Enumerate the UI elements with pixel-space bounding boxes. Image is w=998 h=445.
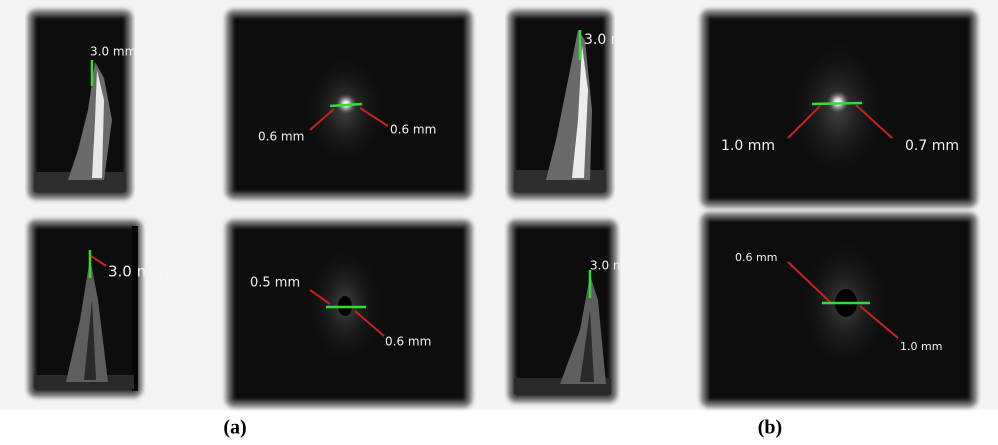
measure-label: 0.6 mm	[385, 335, 431, 349]
measure-label: 1.0 mm	[721, 138, 775, 154]
ct-image: 0.6 mm 1.0 mm	[703, 215, 975, 405]
measure-label: 0.6 mm	[390, 123, 436, 137]
measure-label: 0.7 mm	[905, 138, 959, 154]
measure-label: 0.6 mm	[735, 251, 777, 264]
measure-label: 1.0 mm	[900, 340, 942, 353]
measure-label: 0.5 mm	[250, 276, 300, 291]
measure-label: 3.0 mm	[590, 259, 636, 273]
measure-label: 3.0 mm	[108, 263, 166, 281]
ct-image: 0.6 mm 0.6 mm	[228, 12, 470, 197]
panel-caption: (a)	[223, 417, 246, 439]
ct-image: 3.0 mm	[30, 12, 136, 197]
ct-image: 3.0 mm	[510, 222, 636, 400]
figure: 3.0 mm 0.6 mm 0.6 mm 3.0 mm 0.5 mm 0.6 m…	[0, 0, 998, 445]
ct-image: 0.5 mm 0.6 mm	[228, 222, 470, 405]
measure-label: 0.6 mm	[258, 130, 304, 144]
panel-caption: (b)	[758, 417, 782, 439]
measure-label: 3.0 mm	[584, 32, 638, 48]
measure-label: 3.0 mm	[90, 45, 136, 59]
ct-image: 1.0 mm 0.7 mm	[703, 12, 975, 205]
